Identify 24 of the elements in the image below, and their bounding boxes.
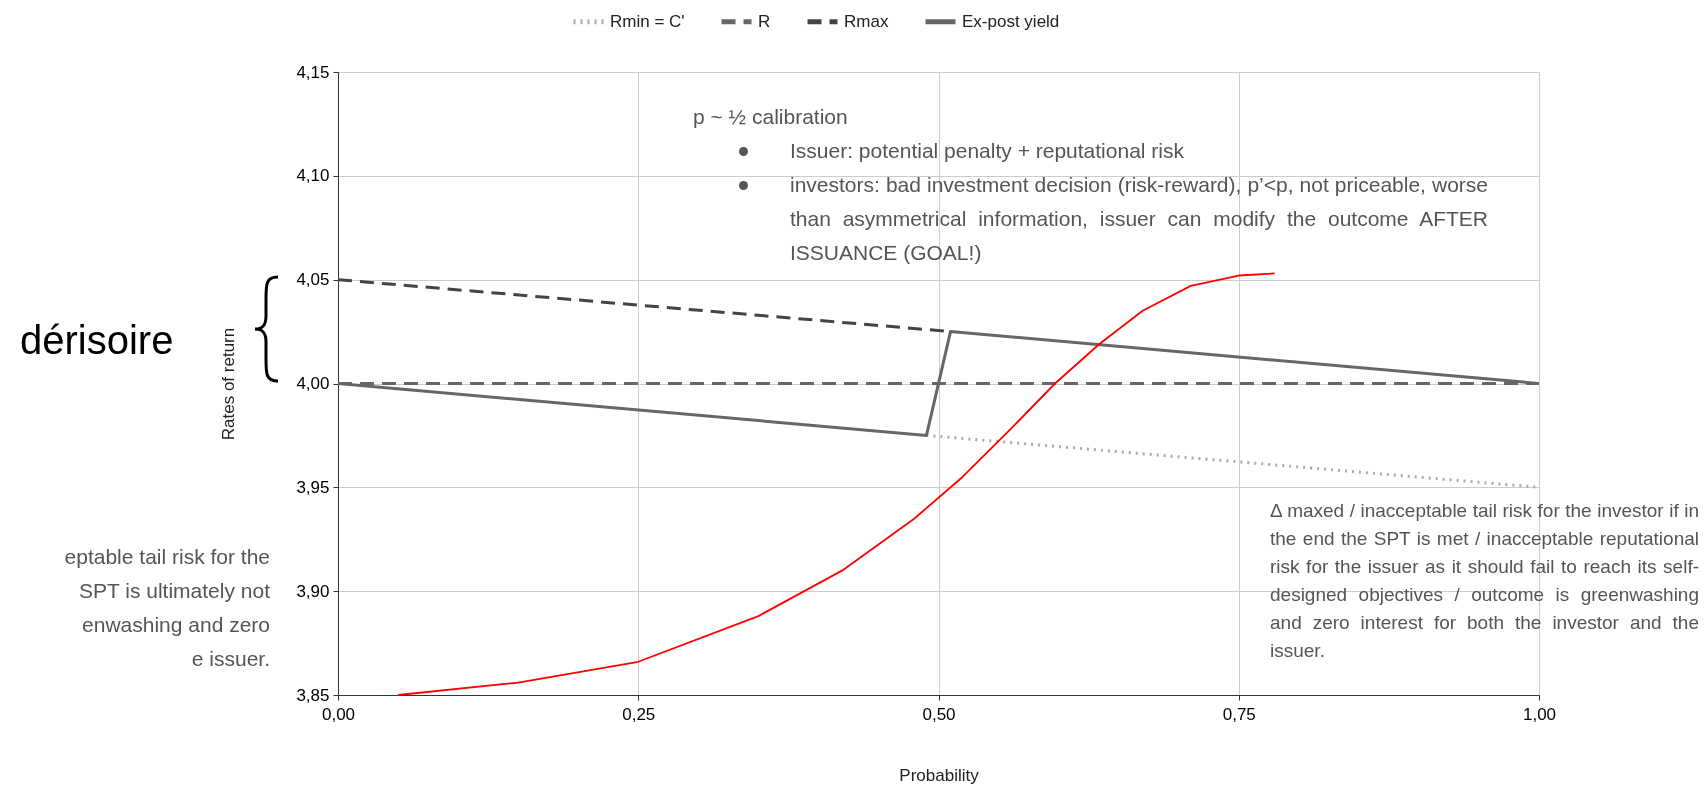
y-tick-label: 3,95	[296, 477, 330, 497]
x-tick-label: 0,50	[922, 704, 956, 724]
x-tick-label: 0,00	[321, 704, 356, 724]
x-tick-label: 0,75	[1222, 704, 1256, 724]
legend-label: R	[758, 11, 771, 31]
y-tick-label: 4,10	[296, 166, 330, 186]
y-tick-label: 3,85	[296, 685, 330, 705]
x-tick-label: 1,00	[1522, 704, 1557, 724]
annotation: investors: bad investment decision (risk-reward), p’<p, not priceable, worse than asymmetrical information, issuer can modify the outcome AFTER ISSUANCE (GOAL!)	[790, 172, 1488, 266]
text: eptable tail risk for the SPT is ultimately not enwashing and zero e issuer.	[63, 544, 270, 672]
y-tick-label: 4,15	[296, 62, 330, 82]
annotation: p ~ ½ calibration	[693, 104, 849, 130]
annotation: Issuer: potential penalty + reputational risk	[790, 138, 1185, 164]
annotation: Δ maxed / inacceptable tail risk for the investor if in the end the SPT is met / inacceptable reputational risk for the issuer as it should fail to reach its self-designed objectives / outcome is greenwashing and zero interest for both the investor and the issuer.	[1270, 499, 1699, 663]
x-tick-label: 0,25	[622, 704, 656, 724]
y-axis-title: Rates of return	[219, 327, 239, 441]
legend-label: Rmax	[844, 11, 889, 31]
text: dérisoire	[20, 317, 175, 364]
x-axis-title: Probability	[899, 765, 980, 785]
legend-label: Ex-post yield	[962, 11, 1060, 31]
y-tick-label: 4,05	[296, 270, 330, 290]
y-tick-label: 4,00	[296, 374, 330, 393]
legend-label: Rmin = C'	[610, 11, 685, 31]
y-tick-label: 3,90	[296, 581, 330, 601]
